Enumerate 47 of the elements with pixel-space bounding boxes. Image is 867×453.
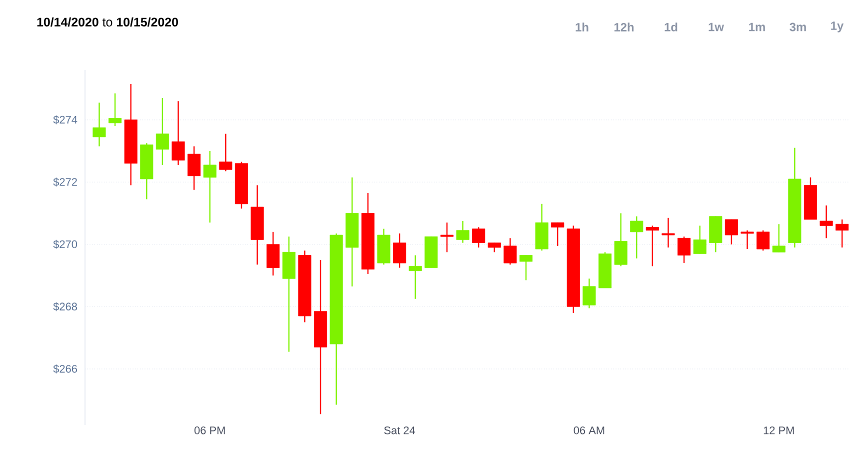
- candlestick: [156, 97, 169, 166]
- candlestick: [630, 216, 644, 259]
- candlestick: [551, 222, 564, 247]
- candlestick: [203, 150, 216, 224]
- candlestick: [393, 232, 406, 268]
- text: 1d: [664, 22, 678, 32]
- candlestick: [693, 225, 706, 254]
- y-tick-label: $274: [53, 115, 78, 124]
- candlestick: [92, 102, 106, 147]
- x-tick-label: Sat 24: [384, 426, 416, 434]
- text: 12h: [614, 22, 634, 32]
- candlestick: [678, 236, 691, 264]
- candlestick: [836, 218, 849, 248]
- candlestick: [662, 217, 675, 248]
- y-tick-label: $266: [53, 364, 77, 374]
- candlestick: [172, 100, 185, 166]
- chart-title: 10/14/2020 to 10/15/2020: [37, 17, 178, 27]
- candlestick: [488, 242, 501, 253]
- candlestick: [456, 220, 470, 244]
- candlestick: [188, 146, 201, 190]
- candlestick: [646, 225, 659, 267]
- text: 1m: [749, 22, 765, 32]
- candlestick: [519, 254, 533, 281]
- candlestick: [820, 204, 833, 239]
- candlestick: [614, 212, 628, 267]
- candlestick: [440, 222, 454, 253]
- candlestick: [266, 231, 280, 276]
- y-tick-label: $268: [53, 302, 77, 312]
- candlestick: [724, 218, 738, 245]
- candlestick: [740, 230, 754, 250]
- candlestick: [756, 230, 770, 252]
- y-tick-label: $270: [53, 240, 78, 249]
- y-tick-label: $272: [53, 178, 77, 187]
- text: 1h: [576, 22, 588, 32]
- x-tick-label: 12 PM: [764, 426, 794, 434]
- candlestick: [582, 278, 596, 309]
- candlestick: [108, 92, 122, 127]
- candlestick: [219, 133, 232, 172]
- candlestick: [408, 254, 422, 300]
- text: 1y: [831, 22, 844, 32]
- text: 3m: [790, 22, 806, 32]
- x-tick-label: 06 AM: [574, 426, 604, 434]
- candlestick: [772, 224, 786, 253]
- candlestick: [472, 226, 486, 248]
- x-tick-label: 06 PM: [194, 426, 225, 434]
- candlestick: [504, 238, 517, 266]
- text: 1w: [708, 22, 724, 32]
